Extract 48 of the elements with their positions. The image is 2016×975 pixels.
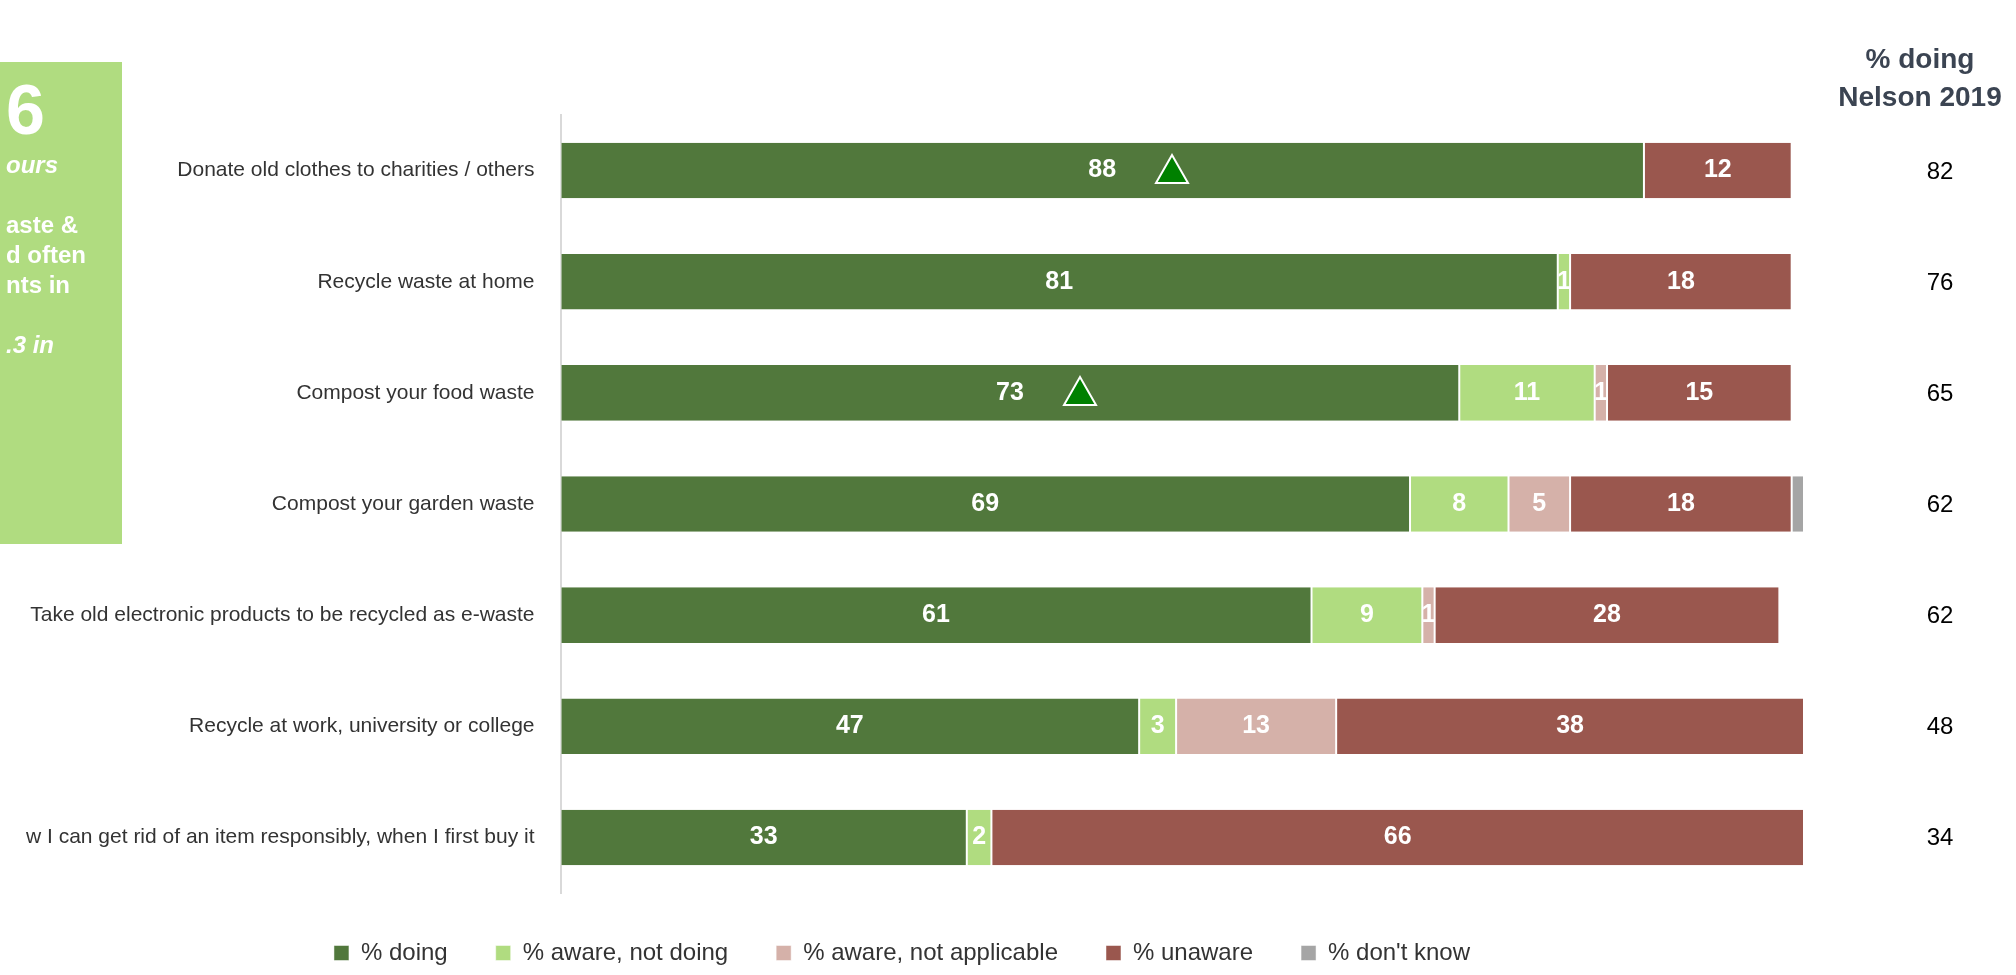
data-label: 1 — [1421, 599, 1436, 628]
text: 76 — [1925, 267, 1955, 296]
text: 62 — [1925, 490, 1955, 518]
data-label: 18 — [1666, 487, 1695, 516]
data-label: 61 — [922, 599, 951, 628]
data-label: 2 — [972, 821, 987, 850]
text: 82 — [1925, 156, 1955, 185]
text: % doing Nelson 2019 — [1837, 42, 2003, 114]
data-label: 15 — [1685, 376, 1714, 405]
y-tick-label: Recycle at work, university or college — [189, 713, 535, 737]
data-label: 28 — [1593, 599, 1622, 628]
text: 62 — [1925, 601, 1955, 630]
data-label: 69 — [971, 487, 1000, 516]
data-label: 66 — [1383, 821, 1412, 850]
data-label: 81 — [1045, 265, 1074, 294]
data-label: 9 — [1359, 599, 1374, 628]
text: 65 — [1925, 378, 1955, 407]
data-label: 88 — [1088, 154, 1117, 183]
legend-label: % don't know — [1328, 937, 1471, 965]
text: d often — [6, 240, 87, 270]
y-tick-label: Take old electronic products to be recycled as e-waste — [30, 601, 535, 625]
data-label: 5 — [1532, 487, 1547, 516]
text: 6 — [6, 70, 46, 150]
data-label: 47 — [835, 710, 864, 739]
text: 34 — [1925, 823, 1955, 852]
data-label: 8 — [1452, 487, 1467, 516]
y-tick-label: Recycle waste at home — [317, 268, 535, 292]
data-label: 12 — [1703, 154, 1732, 183]
y-tick-label: Compost your food waste — [296, 379, 535, 403]
y-tick-label: Donate old clothes to charities / others — [177, 157, 535, 181]
legend-label: % aware, not doing — [522, 937, 729, 965]
y-tick-label: Compost your garden waste — [271, 490, 535, 514]
legend-label: % doing — [360, 937, 448, 965]
text: aste & — [6, 210, 80, 240]
data-label: 38 — [1556, 710, 1585, 739]
data-label: 33 — [749, 821, 778, 850]
text: .3 in — [6, 330, 55, 360]
data-label: 11 — [1513, 376, 1541, 405]
legend-label: % aware, not applicable — [803, 937, 1058, 965]
data-label: 18 — [1666, 265, 1695, 294]
legend-label: % unaware — [1132, 937, 1254, 965]
data-label: 3 — [1150, 710, 1165, 739]
y-tick-label: w I can get rid of an item responsibly, when I first buy it — [24, 824, 535, 848]
text: ours — [6, 150, 59, 180]
text: nts in — [6, 270, 71, 300]
data-label: 73 — [995, 376, 1024, 405]
data-label: 13 — [1242, 710, 1271, 739]
text: 48 — [1925, 712, 1955, 741]
